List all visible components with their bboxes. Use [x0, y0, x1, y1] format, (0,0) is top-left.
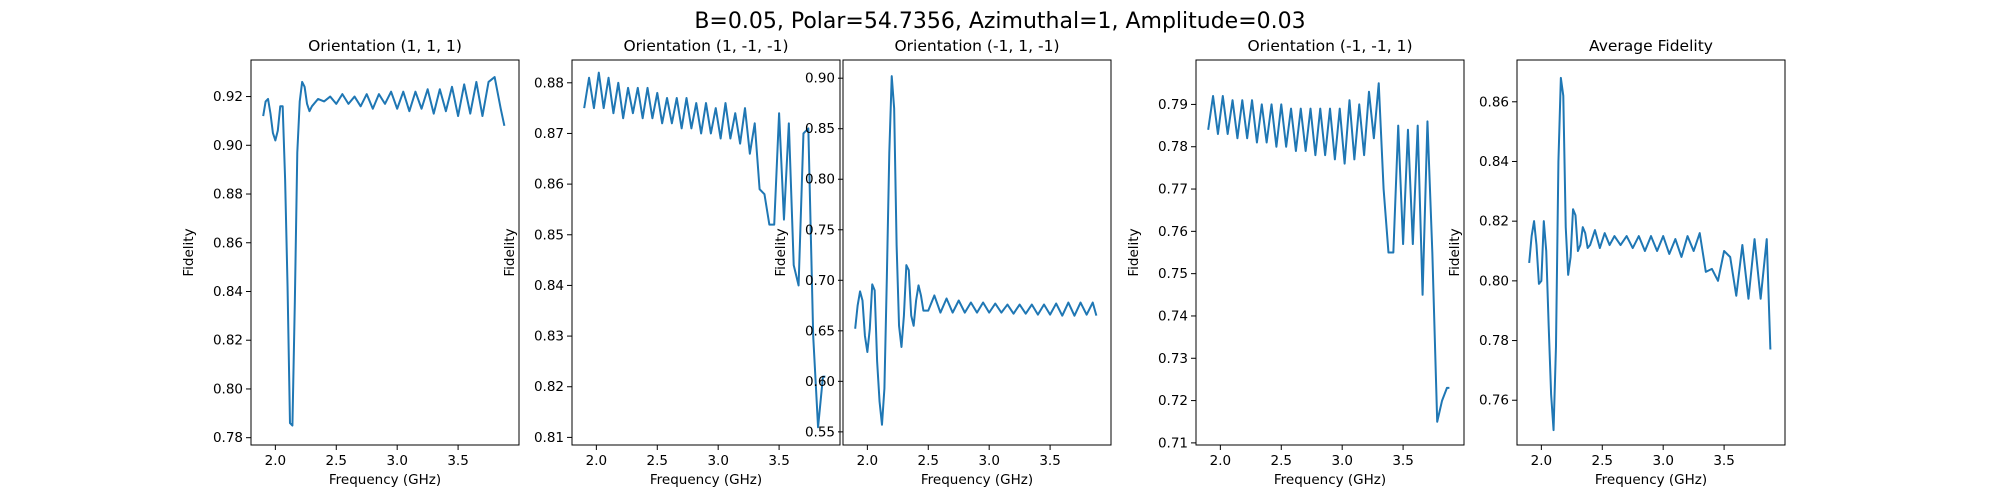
x-tick-label: 3.0 [1652, 453, 1673, 469]
y-tick-label: 0.78 [1158, 139, 1188, 155]
y-tick-label: 0.60 [805, 374, 835, 390]
y-tick-label: 0.75 [1158, 266, 1188, 282]
x-tick-label: 3.0 [978, 453, 999, 469]
figure-suptitle: B=0.05, Polar=54.7356, Azimuthal=1, Ampl… [694, 9, 1305, 34]
x-tick-label: 3.5 [768, 453, 789, 469]
y-tick-label: 0.80 [213, 381, 243, 397]
subplot-3: Orientation (-1, 1, -1) 2.0 2.5 3.0 3.5 0.55 0… [773, 37, 1112, 488]
y-axis-label: Fidelity [1447, 228, 1463, 276]
subplot-4: Orientation (-1, -1, 1) 2.0 2.5 3.0 3.5 0.71 0… [1126, 37, 1465, 488]
x-axis-label: Frequency (GHz) [650, 472, 762, 488]
y-tick-label: 0.74 [1158, 308, 1188, 324]
y-tick-label: 0.70 [805, 273, 835, 289]
y-tick-label: 0.80 [805, 172, 835, 188]
y-tick-label: 0.76 [1158, 224, 1188, 240]
y-tick-label: 0.90 [805, 71, 835, 87]
y-tick-label: 0.72 [1158, 393, 1188, 409]
y-tick-label: 0.73 [1158, 351, 1188, 367]
series-line-1 [854, 75, 1098, 426]
y-tick-label: 0.85 [534, 227, 564, 243]
x-tick-label: 3.5 [1392, 453, 1413, 469]
y-tick-label: 0.82 [534, 379, 564, 395]
y-tick-label: 0.84 [213, 284, 243, 300]
y-tick-label: 0.78 [213, 430, 243, 446]
x-axis-label: Frequency (GHz) [329, 472, 441, 488]
x-tick-label: 2.5 [326, 453, 347, 469]
y-tick-label: 0.79 [1158, 97, 1188, 113]
y-tick-label: 0.75 [805, 222, 835, 238]
y-axis-label: Fidelity [502, 228, 518, 276]
series-line-1 [1528, 76, 1772, 432]
y-tick-label: 0.71 [1158, 435, 1188, 451]
subplots-group: Orientation (1, 1, 1) 2.0 2.5 3.0 3.5 0.78 0.8… [181, 37, 1786, 488]
y-tick-label: 0.76 [1479, 393, 1509, 409]
plot-frame [571, 59, 841, 446]
y-tick-label: 0.88 [534, 75, 564, 91]
y-tick-label: 0.90 [213, 138, 243, 154]
y-tick-label: 0.82 [1479, 214, 1509, 230]
subplot-5: Average Fidelity 2.0 2.5 3.0 3.5 0.76 0.78 0.80… [1447, 37, 1786, 488]
x-tick-label: 3.0 [1331, 453, 1352, 469]
plot-frame [1195, 59, 1465, 446]
y-tick-label: 0.92 [213, 89, 243, 105]
subplot-title: Orientation (1, 1, 1) [308, 37, 462, 55]
x-axis-label: Frequency (GHz) [921, 472, 1033, 488]
x-tick-label: 2.5 [1271, 453, 1292, 469]
series-line-1 [583, 71, 826, 429]
subplot-2: Orientation (1, -1, -1) 2.0 2.5 3.0 3.5 0.81 0… [502, 37, 841, 488]
y-tick-label: 0.78 [1479, 333, 1509, 349]
y-tick-label: 0.65 [805, 323, 835, 339]
x-tick-label: 3.5 [447, 453, 468, 469]
x-tick-label: 2.0 [1531, 453, 1552, 469]
y-tick-label: 0.86 [213, 235, 243, 251]
x-tick-label: 3.5 [1713, 453, 1734, 469]
y-tick-label: 0.55 [805, 424, 835, 440]
y-tick-label: 0.81 [534, 430, 564, 446]
series-line-1 [262, 76, 506, 427]
x-tick-label: 2.5 [1592, 453, 1613, 469]
x-tick-label: 2.0 [1210, 453, 1231, 469]
y-tick-label: 0.88 [213, 187, 243, 203]
subplot-title: Orientation (1, -1, -1) [623, 37, 788, 55]
y-tick-label: 0.80 [1479, 273, 1509, 289]
x-tick-label: 2.5 [918, 453, 939, 469]
x-tick-label: 3.5 [1039, 453, 1060, 469]
y-axis-label: Fidelity [181, 228, 197, 276]
x-axis-label: Frequency (GHz) [1274, 472, 1386, 488]
y-axis-label: Fidelity [773, 228, 789, 276]
y-tick-label: 0.86 [534, 177, 564, 193]
subplot-title: Orientation (-1, 1, -1) [894, 37, 1059, 55]
x-axis-label: Frequency (GHz) [1595, 472, 1707, 488]
y-axis-label: Fidelity [1126, 228, 1142, 276]
y-tick-label: 0.87 [534, 126, 564, 142]
y-tick-label: 0.86 [1479, 94, 1509, 110]
plot-frame [1516, 59, 1786, 446]
x-tick-label: 3.0 [707, 453, 728, 469]
x-tick-label: 3.0 [386, 453, 407, 469]
y-tick-label: 0.84 [534, 278, 564, 294]
y-tick-label: 0.77 [1158, 182, 1188, 198]
subplot-title: Average Fidelity [1589, 37, 1713, 55]
subplot-title: Orientation (-1, -1, 1) [1247, 37, 1412, 55]
y-tick-label: 0.83 [534, 329, 564, 345]
x-tick-label: 2.0 [586, 453, 607, 469]
y-tick-label: 0.85 [805, 121, 835, 137]
plot-frame [250, 59, 520, 446]
x-tick-label: 2.0 [857, 453, 878, 469]
y-tick-label: 0.84 [1479, 154, 1509, 170]
x-tick-label: 2.0 [265, 453, 286, 469]
plot-frame [842, 59, 1112, 446]
x-tick-label: 2.5 [647, 453, 668, 469]
y-tick-label: 0.82 [213, 333, 243, 349]
subplot-1: Orientation (1, 1, 1) 2.0 2.5 3.0 3.5 0.78 0.8… [181, 37, 520, 488]
series-line-1 [1207, 82, 1450, 423]
